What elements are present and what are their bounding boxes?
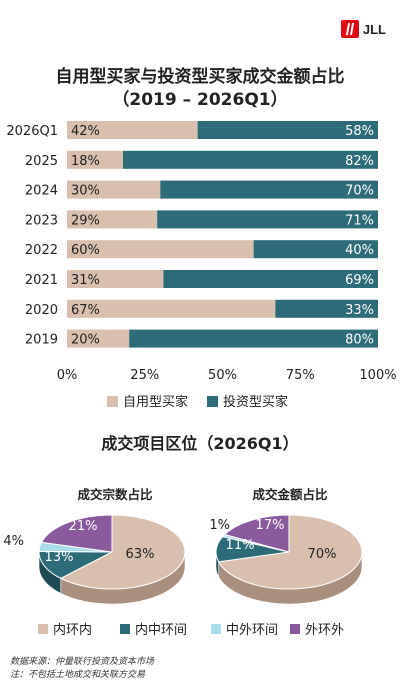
x-tick-label: 75% (286, 368, 315, 383)
pie-legend-label: 外环外 (305, 623, 344, 638)
bar-segment-investment (253, 240, 378, 259)
jll-logo-mark-icon (340, 20, 359, 38)
pie-data-label: 1% (209, 518, 230, 533)
bar-segment-investment (122, 150, 378, 169)
data-label: 29% (71, 213, 100, 228)
pie1-title: 成交宗数占比 (77, 487, 153, 502)
legend-label: 投资型买家 (223, 394, 288, 410)
pie-chart-1: 63% 13% 4% 21% (3, 514, 186, 605)
pie-chart-2: 70% 11% 1% 17% (209, 514, 363, 605)
data-label: 18% (71, 154, 100, 169)
legend-swatch (207, 396, 218, 407)
data-label: 33% (345, 303, 374, 318)
bar-segment-self-use (67, 240, 254, 259)
x-tick-label: 25% (130, 368, 159, 383)
bar-segment-investment (157, 210, 378, 229)
bar-segment-self-use (67, 150, 123, 169)
stacked-bar-chart: 2026Q1 42% 58% 2025 18% 82% 2024 30% 70% 2023 29% 7… (6, 121, 397, 410)
bar-segment-self-use (67, 329, 130, 348)
bar-segment-self-use (67, 121, 198, 139)
category-label: 2025 (25, 154, 58, 169)
category-label: 2021 (25, 273, 58, 288)
footnote-note: 注：不包括土地成交和关联方交易 (10, 670, 146, 680)
bar-segment-self-use (67, 180, 161, 199)
legend-swatch (107, 396, 118, 407)
data-label: 71% (345, 213, 374, 228)
bar-segment-investment (197, 121, 378, 139)
data-label: 82% (345, 154, 374, 169)
pie-legend-label: 中外环间 (226, 623, 278, 638)
bar-segment-self-use (67, 270, 164, 288)
data-label: 31% (71, 273, 100, 288)
pie-slice (40, 514, 113, 553)
data-label: 80% (345, 333, 374, 348)
bar-segment-investment (160, 180, 378, 199)
footnote-source: 数据来源：仲量联行投资及资本市场 (10, 657, 155, 667)
data-label: 20% (71, 333, 100, 348)
pie-legend-swatch (290, 624, 300, 634)
bar-segment-self-use (67, 210, 158, 229)
category-label: 2026Q1 (6, 124, 58, 139)
logo-text: JLL (362, 21, 386, 37)
bar-segment-investment (129, 329, 378, 348)
pie-data-label: 21% (69, 519, 98, 534)
pie-slice (38, 550, 113, 579)
pie-legend-swatch (38, 624, 48, 634)
pie-slice (59, 514, 186, 590)
pie-data-label: 4% (3, 534, 24, 549)
pie-slice (223, 514, 290, 553)
data-label: 67% (71, 303, 100, 318)
category-label: 2020 (25, 303, 58, 318)
category-label: 2024 (25, 184, 58, 199)
legend-label: 自用型买家 (123, 394, 188, 410)
x-tick-label: 0% (57, 368, 78, 383)
pie-data-label: 13% (45, 550, 74, 565)
data-label: 42% (71, 124, 100, 139)
data-label: 58% (345, 124, 374, 139)
data-label: 40% (345, 243, 374, 258)
x-tick-label: 50% (208, 368, 237, 383)
pie-data-label: 17% (256, 518, 285, 533)
data-label: 30% (71, 184, 100, 199)
bar-segment-self-use (67, 299, 276, 318)
section2-title: 成交项目区位（2026Q1） (101, 434, 299, 453)
pie-data-label: 11% (226, 538, 255, 553)
category-label: 2019 (25, 333, 58, 348)
pie-legend-swatch (120, 624, 130, 634)
chart-title-line1: 自用型买家与投资型买家成交金额占比 (55, 67, 345, 87)
jll-logo: JLL (340, 20, 386, 38)
pie-data-label: 63% (126, 547, 155, 562)
bar-segment-investment (275, 299, 378, 318)
data-label: 60% (71, 243, 100, 258)
pie-legend-label: 内环内 (53, 622, 92, 638)
bar-segment-investment (163, 270, 378, 288)
pie-legend-label: 内中环间 (135, 622, 187, 638)
x-tick-label: 100% (359, 368, 396, 383)
pie-data-label: 70% (308, 547, 337, 562)
data-label: 69% (345, 273, 374, 288)
pie-slice (217, 514, 363, 590)
pie-legend-swatch (211, 624, 221, 634)
category-label: 2022 (25, 243, 58, 258)
category-label: 2023 (25, 213, 58, 228)
data-label: 70% (345, 184, 374, 199)
chart-title-line2: （2019 – 2026Q1） (112, 90, 288, 110)
pie2-title: 成交金额占比 (252, 487, 328, 502)
